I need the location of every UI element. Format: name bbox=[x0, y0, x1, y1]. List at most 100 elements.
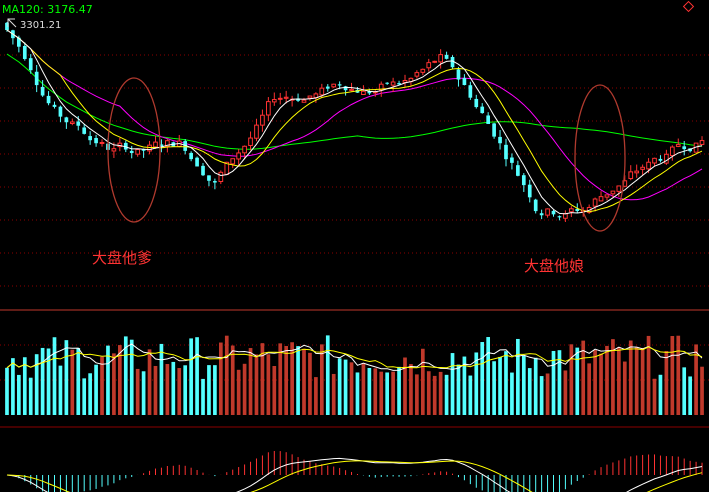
volume-bar-down bbox=[106, 345, 110, 415]
volume-bar-up bbox=[581, 340, 586, 415]
candle-body-up bbox=[640, 166, 645, 170]
candle-body-up bbox=[153, 141, 158, 148]
volume-bar-up bbox=[272, 366, 277, 415]
candle-body-up bbox=[378, 83, 384, 91]
volume-bar-down bbox=[462, 356, 467, 415]
volume-bar-up bbox=[331, 373, 336, 415]
candle-body-down bbox=[474, 98, 479, 108]
volume-bar-down bbox=[296, 346, 300, 415]
volume-bar-up bbox=[640, 347, 645, 415]
volume-bar-down bbox=[40, 347, 45, 415]
candle-body-down bbox=[492, 123, 496, 137]
volume-bar-down bbox=[58, 365, 63, 415]
candle-body-up bbox=[135, 149, 141, 155]
diamond-outline-icon[interactable] bbox=[682, 0, 695, 13]
candle-body-up bbox=[99, 142, 105, 145]
volume-bar-down bbox=[539, 376, 544, 415]
candle-body-up bbox=[652, 157, 657, 164]
candle-body-up bbox=[699, 140, 705, 145]
high-arrow-icon bbox=[7, 18, 17, 28]
candle-body-up bbox=[420, 68, 426, 73]
candle-body-up bbox=[319, 87, 325, 96]
annotation-ellipse-left bbox=[107, 77, 161, 223]
volume-bar-up bbox=[373, 368, 378, 415]
volume-bar-up bbox=[652, 378, 657, 415]
candle-body-down bbox=[397, 83, 401, 85]
volume-bar-down bbox=[682, 367, 687, 415]
candle-body-up bbox=[438, 54, 443, 63]
candle-body-down bbox=[682, 146, 687, 150]
volume-bar-up bbox=[284, 345, 289, 415]
candle-body-down bbox=[498, 136, 502, 144]
volume-bar-up bbox=[438, 371, 443, 415]
candle-body-down bbox=[88, 136, 92, 141]
volume-bar-up bbox=[426, 371, 431, 415]
candle-body-down bbox=[456, 69, 461, 80]
volume-bar-down bbox=[141, 371, 146, 415]
candle-body-down bbox=[40, 86, 45, 96]
volume-bar-down bbox=[171, 361, 176, 415]
candle-body-up bbox=[147, 144, 152, 152]
volume-bar-down bbox=[688, 376, 692, 415]
volume-bar-up bbox=[605, 345, 609, 415]
candle-body-down bbox=[34, 71, 39, 86]
volume-bar-up bbox=[118, 345, 122, 415]
candle-body-down bbox=[468, 85, 473, 98]
volume-bar-down bbox=[527, 368, 532, 415]
candle-body-up bbox=[230, 158, 236, 165]
candle-body-up bbox=[616, 185, 622, 192]
volume-bar-up bbox=[147, 349, 152, 415]
candle-body-down bbox=[516, 165, 520, 176]
volume-bar-down bbox=[213, 365, 217, 415]
ma20-polyline bbox=[6, 29, 703, 201]
candle-body-down bbox=[129, 150, 134, 154]
candle-body-up bbox=[664, 153, 669, 164]
volume-bar-up bbox=[236, 369, 241, 415]
volume-bar-up bbox=[135, 368, 140, 415]
candle-body-up bbox=[331, 83, 337, 88]
volume-bar-down bbox=[557, 350, 562, 415]
candle-body-down bbox=[533, 199, 538, 212]
volume-ma10 bbox=[6, 346, 703, 369]
volume-bar-up bbox=[248, 348, 253, 415]
volume-bar-down bbox=[498, 356, 502, 415]
volume-bar-up bbox=[545, 373, 550, 415]
volume-bar-down bbox=[492, 361, 496, 415]
volume-bar-down bbox=[474, 352, 479, 415]
candle-body-up bbox=[242, 145, 247, 154]
candle-body-up bbox=[165, 140, 170, 147]
candle-body-down bbox=[159, 144, 164, 148]
candle-body-down bbox=[22, 45, 27, 59]
candle-body-down bbox=[343, 86, 348, 91]
volume-bar-down bbox=[337, 358, 342, 415]
volume-bar-up bbox=[361, 363, 366, 415]
candle-body-down bbox=[486, 115, 491, 124]
candle-body-up bbox=[604, 194, 610, 198]
volume-bar-down bbox=[123, 336, 128, 415]
volume-bar-down bbox=[22, 357, 27, 415]
candle-body-down bbox=[94, 138, 98, 144]
candle-body-up bbox=[628, 171, 634, 180]
volume-bar-up bbox=[266, 354, 271, 415]
candle-body-up bbox=[111, 148, 117, 152]
candle-body-up bbox=[266, 101, 271, 116]
volume-bar-up bbox=[569, 344, 574, 415]
candle-body-down bbox=[325, 86, 330, 89]
volume-bar-down bbox=[207, 365, 211, 415]
candle-body-up bbox=[283, 96, 289, 99]
volume-bar-up bbox=[290, 342, 294, 415]
volume-bar-up bbox=[302, 348, 306, 415]
volume-bar-up bbox=[563, 370, 568, 415]
candle-body-down bbox=[64, 117, 69, 123]
volume-bar-up bbox=[676, 335, 681, 415]
annotation-ellipse-right bbox=[574, 84, 626, 232]
volume-bar-up bbox=[260, 343, 265, 415]
volume-bar-down bbox=[343, 359, 348, 415]
candle-body-down bbox=[76, 121, 81, 126]
ma20-line bbox=[6, 29, 703, 201]
volume-bar-up bbox=[694, 344, 698, 415]
candle-body-down bbox=[201, 165, 205, 176]
volume-bar-up bbox=[617, 347, 621, 415]
candle-body-down bbox=[504, 144, 508, 160]
candle-body-down bbox=[480, 106, 485, 114]
